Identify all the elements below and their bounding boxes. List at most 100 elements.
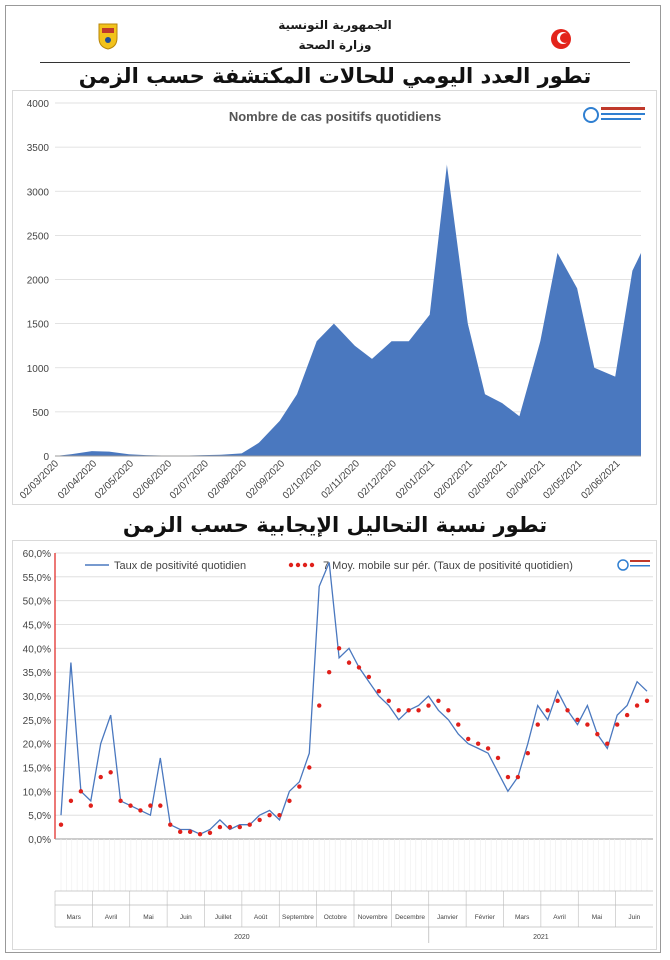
moving-average-point [207,830,213,836]
moving-average-point [247,822,252,827]
legend-dot-swatch [288,562,294,568]
positivity-chart-heading: تطور نسبة التحاليل الإيجابية حسب الزمن [122,513,548,537]
moving-average-point [297,784,302,789]
y-tick-label: 500 [32,408,49,419]
y-tick-label: 3500 [27,143,50,154]
moving-average-point [366,674,372,680]
logo-bar [630,565,650,567]
moving-average-point [505,774,511,780]
moving-average-point [356,665,362,670]
moving-average-point [565,708,570,713]
y-tick-label: 2000 [27,276,50,287]
moving-average-point [535,722,540,727]
moving-average-point [317,703,322,708]
moving-average-point [575,717,580,723]
y-tick-label: 30,0% [23,692,51,703]
moving-average-point [634,703,640,708]
moving-average-point [158,803,163,808]
y-tick-label: 4000 [27,99,50,110]
logo-ring [617,559,629,571]
month-label: Mai [592,914,602,921]
moving-average-point [545,708,550,713]
republic-label: الجمهورية التونسية [278,18,392,32]
positivity-chart-panel: 0,0% 5,0% 10,0% 15,0% 20,0% 25,0% 30,0% 35,0% 40… [12,540,657,950]
cases-chart-heading: تطور العدد اليومي للحالات المكتشفة حسب ا… [78,64,592,88]
moving-average-point [197,832,203,837]
moving-average-point [396,708,401,713]
moving-average-point [138,808,143,813]
year-label: 2020 [234,934,250,941]
moving-average-point [346,660,352,665]
month-label: Août [254,914,268,921]
x-tick-label: 02/12/2020 [356,458,399,501]
month-label: Avril [553,914,566,921]
y-tick-label: 60,0% [23,549,51,560]
moving-average-point [485,746,491,751]
logo-bar [601,113,645,115]
x-tick-label: 02/05/2021 [541,458,584,501]
moving-average-point [128,803,133,808]
moving-average-point [287,798,292,804]
x-tick-label: 02/10/2020 [281,458,324,501]
moving-average-point [98,774,103,780]
moving-average-point [446,708,451,713]
month-label: Novembre [358,914,388,921]
moving-average-point [177,829,183,835]
legend-dot-swatch [295,562,301,568]
moving-average-point [58,822,64,827]
legend-label: 7 Moy. mobile sur pér. (Taux de positivi… [323,560,573,572]
cases-area-chart: 0 500 1000 1500 2000 2500 3000 3500 4000 02/03/20… [18,99,645,502]
daily-positivity-line [60,562,648,835]
x-tick-label: 02/07/2020 [168,458,211,501]
ministry-label: وزارة الصحة [298,38,372,52]
logo-bar [601,107,645,110]
legend-label: Taux de positivité quotidien [114,560,246,572]
moving-average-point [267,812,272,818]
y-tick-label: 15,0% [23,764,51,775]
moving-average-point [644,698,650,703]
observatoire-logo-icon [583,107,645,123]
y-tick-label: 2500 [27,231,50,242]
y-tick-label: 25,0% [23,716,51,727]
y-tick-label: 50,0% [23,597,51,608]
moving-average-point [336,646,342,651]
moving-average-point [416,708,421,713]
moving-average-point [148,803,153,808]
month-label: Janvier [437,914,459,921]
legend-dot-swatch [302,562,308,568]
moving-average-point [406,708,411,713]
x-tick-label: 02/06/2021 [579,458,622,501]
moving-average-point [515,774,521,780]
month-label: Decembre [395,914,425,921]
positivity-line-chart: 0,0% 5,0% 10,0% 15,0% 20,0% 25,0% 30,0% 35,0% 40… [23,549,653,943]
moving-average-point [475,741,481,746]
moving-average-point [326,669,332,675]
logo-ring [583,107,599,123]
moving-average-point [624,712,630,718]
moving-average-point [495,755,501,761]
y-tick-label: 0 [43,452,49,463]
moving-average-point [436,698,441,703]
moving-average-point [555,698,560,703]
month-label: Mai [143,914,153,921]
moving-average-point [307,765,312,770]
cases-area [55,164,641,457]
y-tick-label: 0,0% [28,835,51,846]
y-tick-label: 1500 [27,320,50,331]
y-tick-label: 35,0% [23,668,51,679]
y-tick-label: 20,0% [23,740,51,751]
x-tick-label: 02/08/2020 [206,458,249,501]
moving-average-point [227,824,233,830]
x-tick-label: 02/03/2020 [18,458,61,501]
y-tick-label: 55,0% [23,573,51,584]
moving-average-point [605,741,610,746]
coat-of-arms-icon [98,23,118,50]
page-frame [5,5,661,953]
y-tick-label: 3000 [27,187,50,198]
month-label: Mars [515,914,530,921]
y-tick-label: 5,0% [28,811,51,822]
month-label: Février [475,914,496,921]
moving-average-point [525,751,531,756]
moving-average-point [376,689,382,694]
